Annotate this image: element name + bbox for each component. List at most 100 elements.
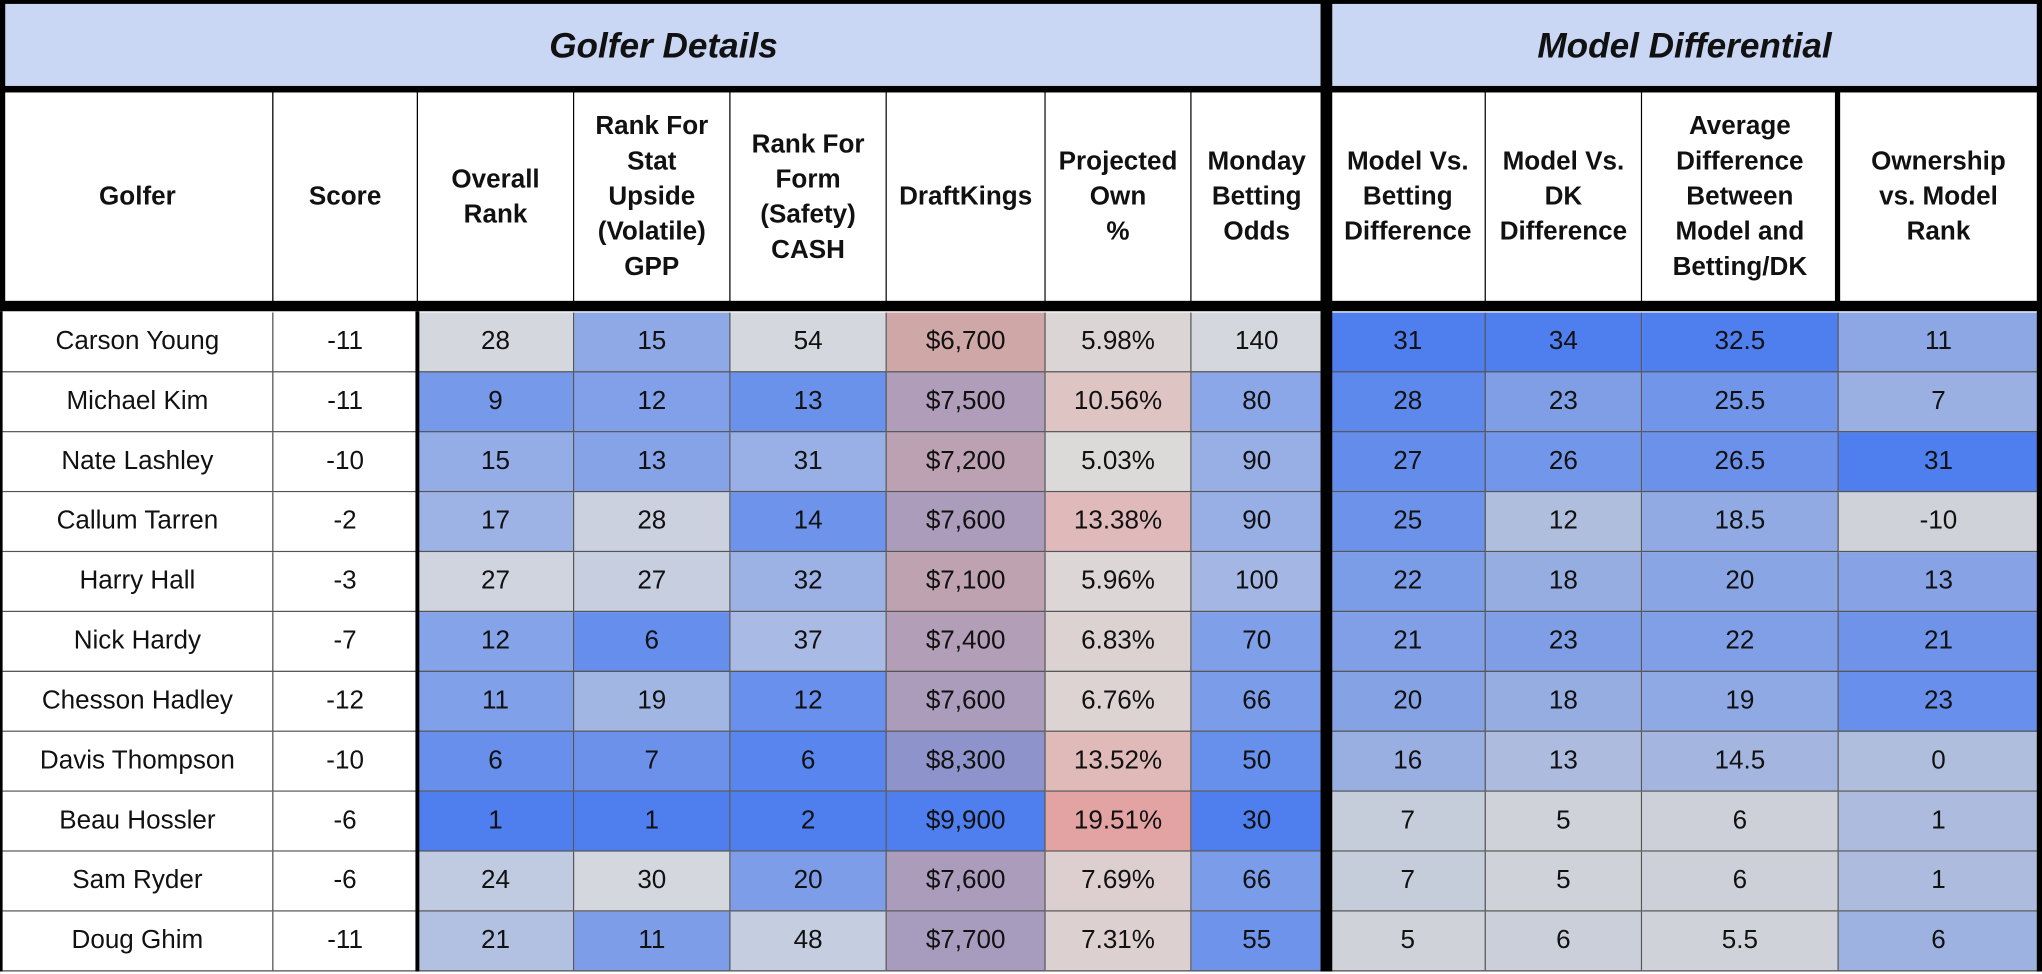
data-cell: -7: [273, 612, 419, 672]
data-cell: 6: [1642, 791, 1839, 852]
data-cell: 25.5: [1642, 372, 1839, 433]
column-header: Score: [273, 91, 419, 304]
data-cell: 55: [1191, 911, 1324, 972]
column-header: Rank For Stat Upside (Volatile) GPP: [574, 91, 731, 304]
data-cell: 25: [1330, 492, 1486, 553]
data-cell: 6: [1838, 911, 2040, 972]
data-cell: 7: [574, 731, 731, 792]
data-cell: -6: [273, 851, 419, 912]
data-cell: 54: [730, 312, 887, 373]
data-cell: -11: [273, 312, 419, 373]
data-cell: 16: [1330, 731, 1486, 792]
data-cell: 50: [1191, 731, 1324, 792]
data-cell: 31: [1838, 432, 2040, 493]
border: [0, 85, 1328, 93]
data-cell: -12: [273, 671, 419, 732]
data-cell: 20: [1642, 552, 1839, 613]
data-cell: 6: [1642, 851, 1839, 912]
data-cell: 19: [574, 671, 731, 732]
data-cell: $7,600: [886, 671, 1046, 732]
data-cell: 6: [418, 731, 575, 792]
data-cell: 2: [730, 791, 887, 852]
data-cell: -11: [273, 372, 419, 433]
data-cell: 20: [1330, 671, 1486, 732]
data-cell: 13.52%: [1045, 731, 1192, 792]
data-cell: 5: [1330, 911, 1486, 972]
data-cell: 20: [730, 851, 887, 912]
border: [1327, 85, 2042, 93]
data-cell: 13: [1838, 552, 2040, 613]
data-cell: 22: [1642, 612, 1839, 672]
data-cell: 90: [1191, 492, 1324, 553]
data-cell: 14.5: [1642, 731, 1839, 792]
data-cell: -10: [273, 731, 419, 792]
data-cell: 5.03%: [1045, 432, 1192, 493]
data-cell: 1: [418, 791, 575, 852]
data-cell: 0: [1838, 731, 2040, 792]
data-cell: 28: [418, 312, 575, 373]
data-cell: 28: [1330, 372, 1486, 433]
column-header: Golfer: [2, 91, 274, 304]
border: [0, 0, 6, 304]
data-cell: 6: [1485, 911, 1643, 972]
data-cell: 1: [574, 791, 731, 852]
column-header: Rank For Form (Safety) CASH: [730, 91, 887, 304]
data-cell: 100: [1191, 552, 1324, 613]
golfer-name: Sam Ryder: [2, 851, 274, 912]
data-cell: 11: [574, 911, 731, 972]
border: [0, 300, 2042, 312]
data-cell: 17: [418, 492, 575, 553]
data-cell: 12: [574, 372, 731, 433]
data-cell: 66: [1191, 851, 1324, 912]
data-cell: $9,900: [886, 791, 1046, 852]
golfer-name: Chesson Hadley: [2, 671, 274, 732]
data-cell: 10.56%: [1045, 372, 1192, 433]
data-cell: 13: [574, 432, 731, 493]
column-header: Average Difference Between Model and Bet…: [1642, 91, 1839, 304]
data-cell: 31: [1330, 312, 1486, 373]
data-cell: 18: [1485, 671, 1643, 732]
data-cell: 23: [1485, 612, 1643, 672]
data-cell: 26.5: [1642, 432, 1839, 493]
data-cell: -10: [273, 432, 419, 493]
data-cell: $7,700: [886, 911, 1046, 972]
data-cell: 7: [1330, 791, 1486, 852]
golfer-name: Beau Hossler: [2, 791, 274, 852]
data-cell: 1: [1838, 791, 2040, 852]
data-cell: -2: [273, 492, 419, 553]
data-cell: 6: [730, 731, 887, 792]
data-cell: -3: [273, 552, 419, 613]
data-cell: 7: [1330, 851, 1486, 912]
column-header: Monday Betting Odds: [1191, 91, 1324, 304]
data-cell: 70: [1191, 612, 1324, 672]
column-header: Ownership vs. Model Rank: [1838, 91, 2040, 304]
column-header: Overall Rank: [418, 91, 575, 304]
data-cell: 11: [1838, 312, 2040, 373]
data-cell: 32.5: [1642, 312, 1839, 373]
data-cell: 27: [418, 552, 575, 613]
border: [2036, 0, 2042, 972]
data-cell: 23: [1485, 372, 1643, 433]
data-cell: $7,400: [886, 612, 1046, 672]
column-header: Projected Own %: [1045, 91, 1192, 304]
data-cell: 21: [1330, 612, 1486, 672]
border: [1320, 0, 1333, 972]
data-cell: 28: [574, 492, 731, 553]
data-cell: 19.51%: [1045, 791, 1192, 852]
golfer-name: Doug Ghim: [2, 911, 274, 972]
data-cell: 19: [1642, 671, 1839, 732]
data-cell: 15: [418, 432, 575, 493]
data-cell: 5.96%: [1045, 552, 1192, 613]
data-cell: 7.31%: [1045, 911, 1192, 972]
data-cell: $7,500: [886, 372, 1046, 433]
data-cell: 66: [1191, 671, 1324, 732]
data-cell: $7,100: [886, 552, 1046, 613]
column-header: Model Vs. DK Difference: [1485, 91, 1643, 304]
data-cell: 5.5: [1642, 911, 1839, 972]
golfer-name: Davis Thompson: [2, 731, 274, 792]
data-cell: $8,300: [886, 731, 1046, 792]
data-cell: 6.76%: [1045, 671, 1192, 732]
column-header: DraftKings: [886, 91, 1046, 304]
data-cell: 48: [730, 911, 887, 972]
data-cell: 6.83%: [1045, 612, 1192, 672]
